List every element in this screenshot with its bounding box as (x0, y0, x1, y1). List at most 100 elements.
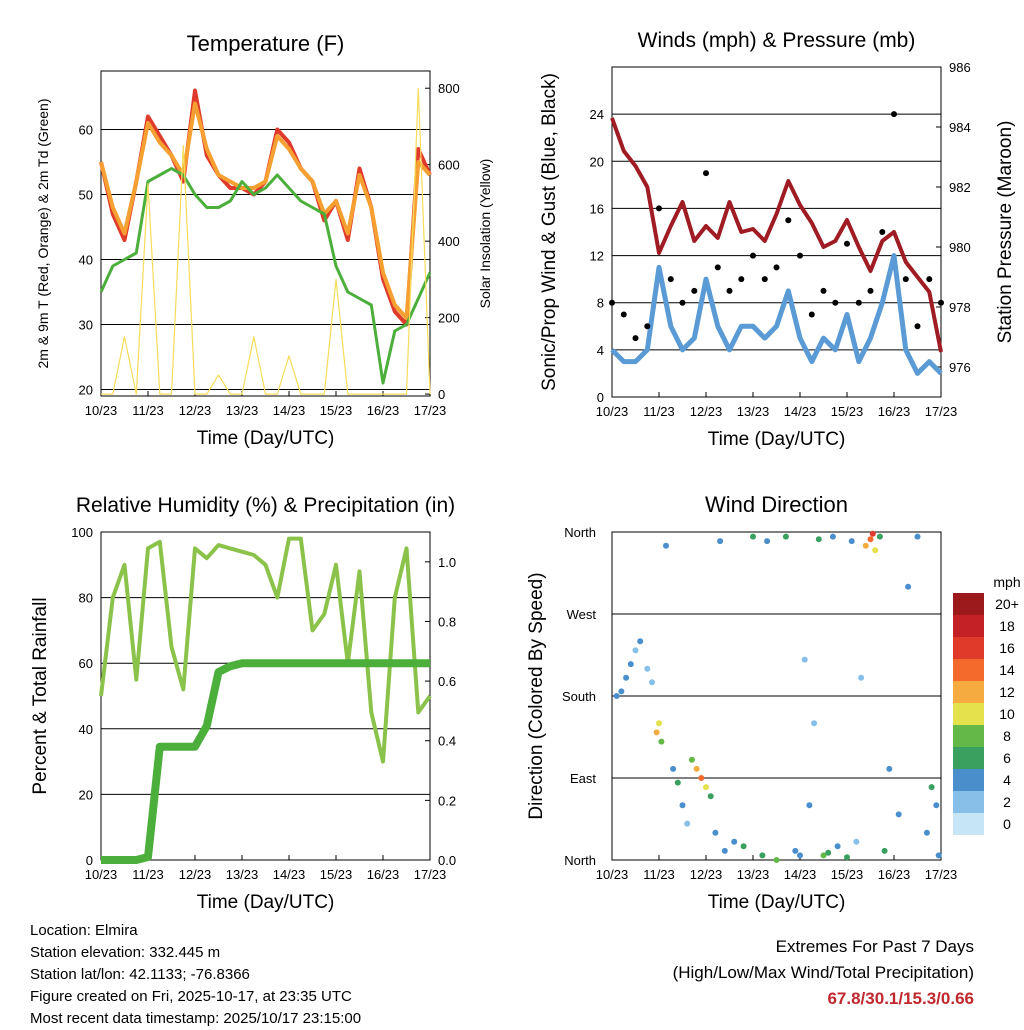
direction-point (703, 784, 709, 791)
direction-point (881, 847, 888, 854)
colorbar-label: 2 (1003, 794, 1011, 810)
direction-point (663, 542, 669, 549)
humidity-y-tick-label: 100 (71, 525, 93, 540)
direction-point (656, 720, 662, 727)
gust-point (656, 205, 662, 212)
pressure-series (610, 117, 943, 353)
humidity-precip-x-tick-label: 11/23 (132, 867, 164, 882)
direction-point (792, 847, 799, 854)
wind-direction-x-tick-label: 11/23 (643, 867, 675, 882)
gust-point (938, 299, 944, 306)
gust-point (855, 299, 862, 306)
direction-y-tick-label: North (564, 853, 596, 868)
temperature-x-tick-label: 13/23 (226, 403, 259, 418)
humidity-precip-x-tick-label: 12/23 (179, 867, 212, 882)
temperature-series-2m-td (99, 167, 432, 385)
direction-point (684, 820, 691, 827)
temperature-y-tick-label: 50 (79, 188, 93, 203)
direction-point (862, 542, 869, 549)
direction-point (797, 852, 803, 859)
humidity-y-tick-label: 20 (79, 787, 93, 802)
direction-point (923, 829, 930, 836)
extremes-subtitle: (High/Low/Max Wind/Total Precipitation) (672, 963, 974, 982)
gust-point (726, 287, 733, 294)
wind-direction-x-tick-label: 16/23 (878, 867, 911, 882)
gust-point (714, 264, 721, 271)
gust-point (667, 276, 674, 283)
winds-pressure-title: Winds (mph) & Pressure (mb) (638, 29, 916, 52)
direction-point (637, 638, 644, 645)
temperature-series-solar-insolation (101, 87, 431, 395)
direction-point (764, 538, 771, 545)
recent-data-timestamp: Most recent data timestamp: 2025/10/17 2… (30, 1010, 362, 1027)
winds-y-tick-label: 24 (590, 107, 604, 122)
winds-pressure-xlabel: Time (Day/UTC) (708, 429, 846, 450)
humidity-precip-x-tick-label: 14/23 (273, 867, 306, 882)
colorbar-swatch (953, 615, 984, 637)
humidity-y-tick-label: 0 (86, 853, 93, 868)
wind-direction-x-tick-label: 15/23 (831, 867, 864, 882)
humidity-ylabel: Percent & Total Rainfall (30, 597, 51, 794)
direction-point (834, 843, 841, 850)
colorbar-swatch (953, 681, 984, 703)
temperature-y2-tick-label: 200 (438, 311, 460, 326)
direction-point (759, 852, 766, 859)
winds-pressure-x-tick-label: 13/23 (737, 404, 770, 419)
colorbar-swatch (953, 703, 984, 725)
direction-point (829, 533, 836, 540)
station-elevation: Station elevation: 332.445 m (30, 944, 221, 961)
colorbar-label: 6 (1003, 750, 1011, 766)
winds-y-tick-label: 0 (597, 390, 604, 405)
gust-point (808, 311, 815, 318)
precip-y2-tick-label: 0.0 (438, 853, 456, 868)
direction-point (618, 688, 625, 695)
direction-point (853, 838, 860, 845)
temperature-x-tick-label: 16/23 (367, 403, 400, 418)
direction-point (658, 738, 665, 745)
humidity-precip-xlabel: Time (Day/UTC) (197, 892, 335, 913)
direction-point (773, 857, 780, 863)
direction-point (933, 802, 940, 809)
winds-pressure-x-tick-label: 11/23 (643, 404, 675, 419)
direction-point (644, 665, 651, 672)
colorbar-label: 0 (1003, 816, 1011, 832)
temperature-y2label: Solar Insolation (Yellow) (477, 159, 493, 309)
gust-point (644, 323, 651, 330)
winds-y-tick-label: 8 (597, 296, 604, 311)
pressure-y2-tick-label: 984 (949, 120, 971, 135)
direction-point (698, 775, 705, 781)
direction-y-tick-label: South (562, 689, 596, 704)
direction-point (670, 765, 677, 772)
temperature-xlabel: Time (Day/UTC) (197, 428, 335, 449)
direction-point (820, 852, 827, 859)
direction-point (848, 538, 855, 545)
meteogram-figure: Temperature (F) 10/23 11/23 12/23 13/23 14/23… (30, 29, 1021, 913)
humidity-precip-x-tick-label: 17/23 (414, 867, 447, 882)
precip-y2-tick-label: 1.0 (438, 555, 456, 570)
gust-point (926, 276, 933, 283)
temperature-y2-tick-label: 0 (438, 387, 445, 402)
direction-point (707, 793, 714, 800)
gust-point (832, 299, 839, 306)
direction-point (844, 854, 850, 861)
colorbar-label: 16 (999, 640, 1015, 656)
colorbar-swatch (953, 791, 984, 813)
station-latlon: Station lat/lon: 42.1133; -76.8366 (30, 966, 250, 983)
humidity-precip-x-tick-label: 16/23 (367, 867, 400, 882)
direction-point (632, 647, 639, 654)
colorbar-label: 14 (999, 662, 1015, 678)
gust-point (609, 299, 615, 306)
humidity-precip-x-tick-label: 13/23 (226, 867, 259, 882)
station-location: Location: Elmira (30, 922, 138, 939)
direction-point (627, 661, 634, 668)
direction-point (613, 693, 620, 699)
temperature-plot-frame (100, 70, 431, 397)
direction-point (886, 765, 893, 772)
temperature-x-tick-label: 11/23 (132, 403, 164, 418)
direction-point (679, 802, 686, 809)
colorbar-swatch (953, 813, 984, 835)
direction-point (717, 538, 724, 545)
colorbar-label: 18 (999, 618, 1015, 634)
humidity-y-tick-label: 80 (79, 591, 93, 606)
temperature-title: Temperature (F) (187, 31, 345, 56)
